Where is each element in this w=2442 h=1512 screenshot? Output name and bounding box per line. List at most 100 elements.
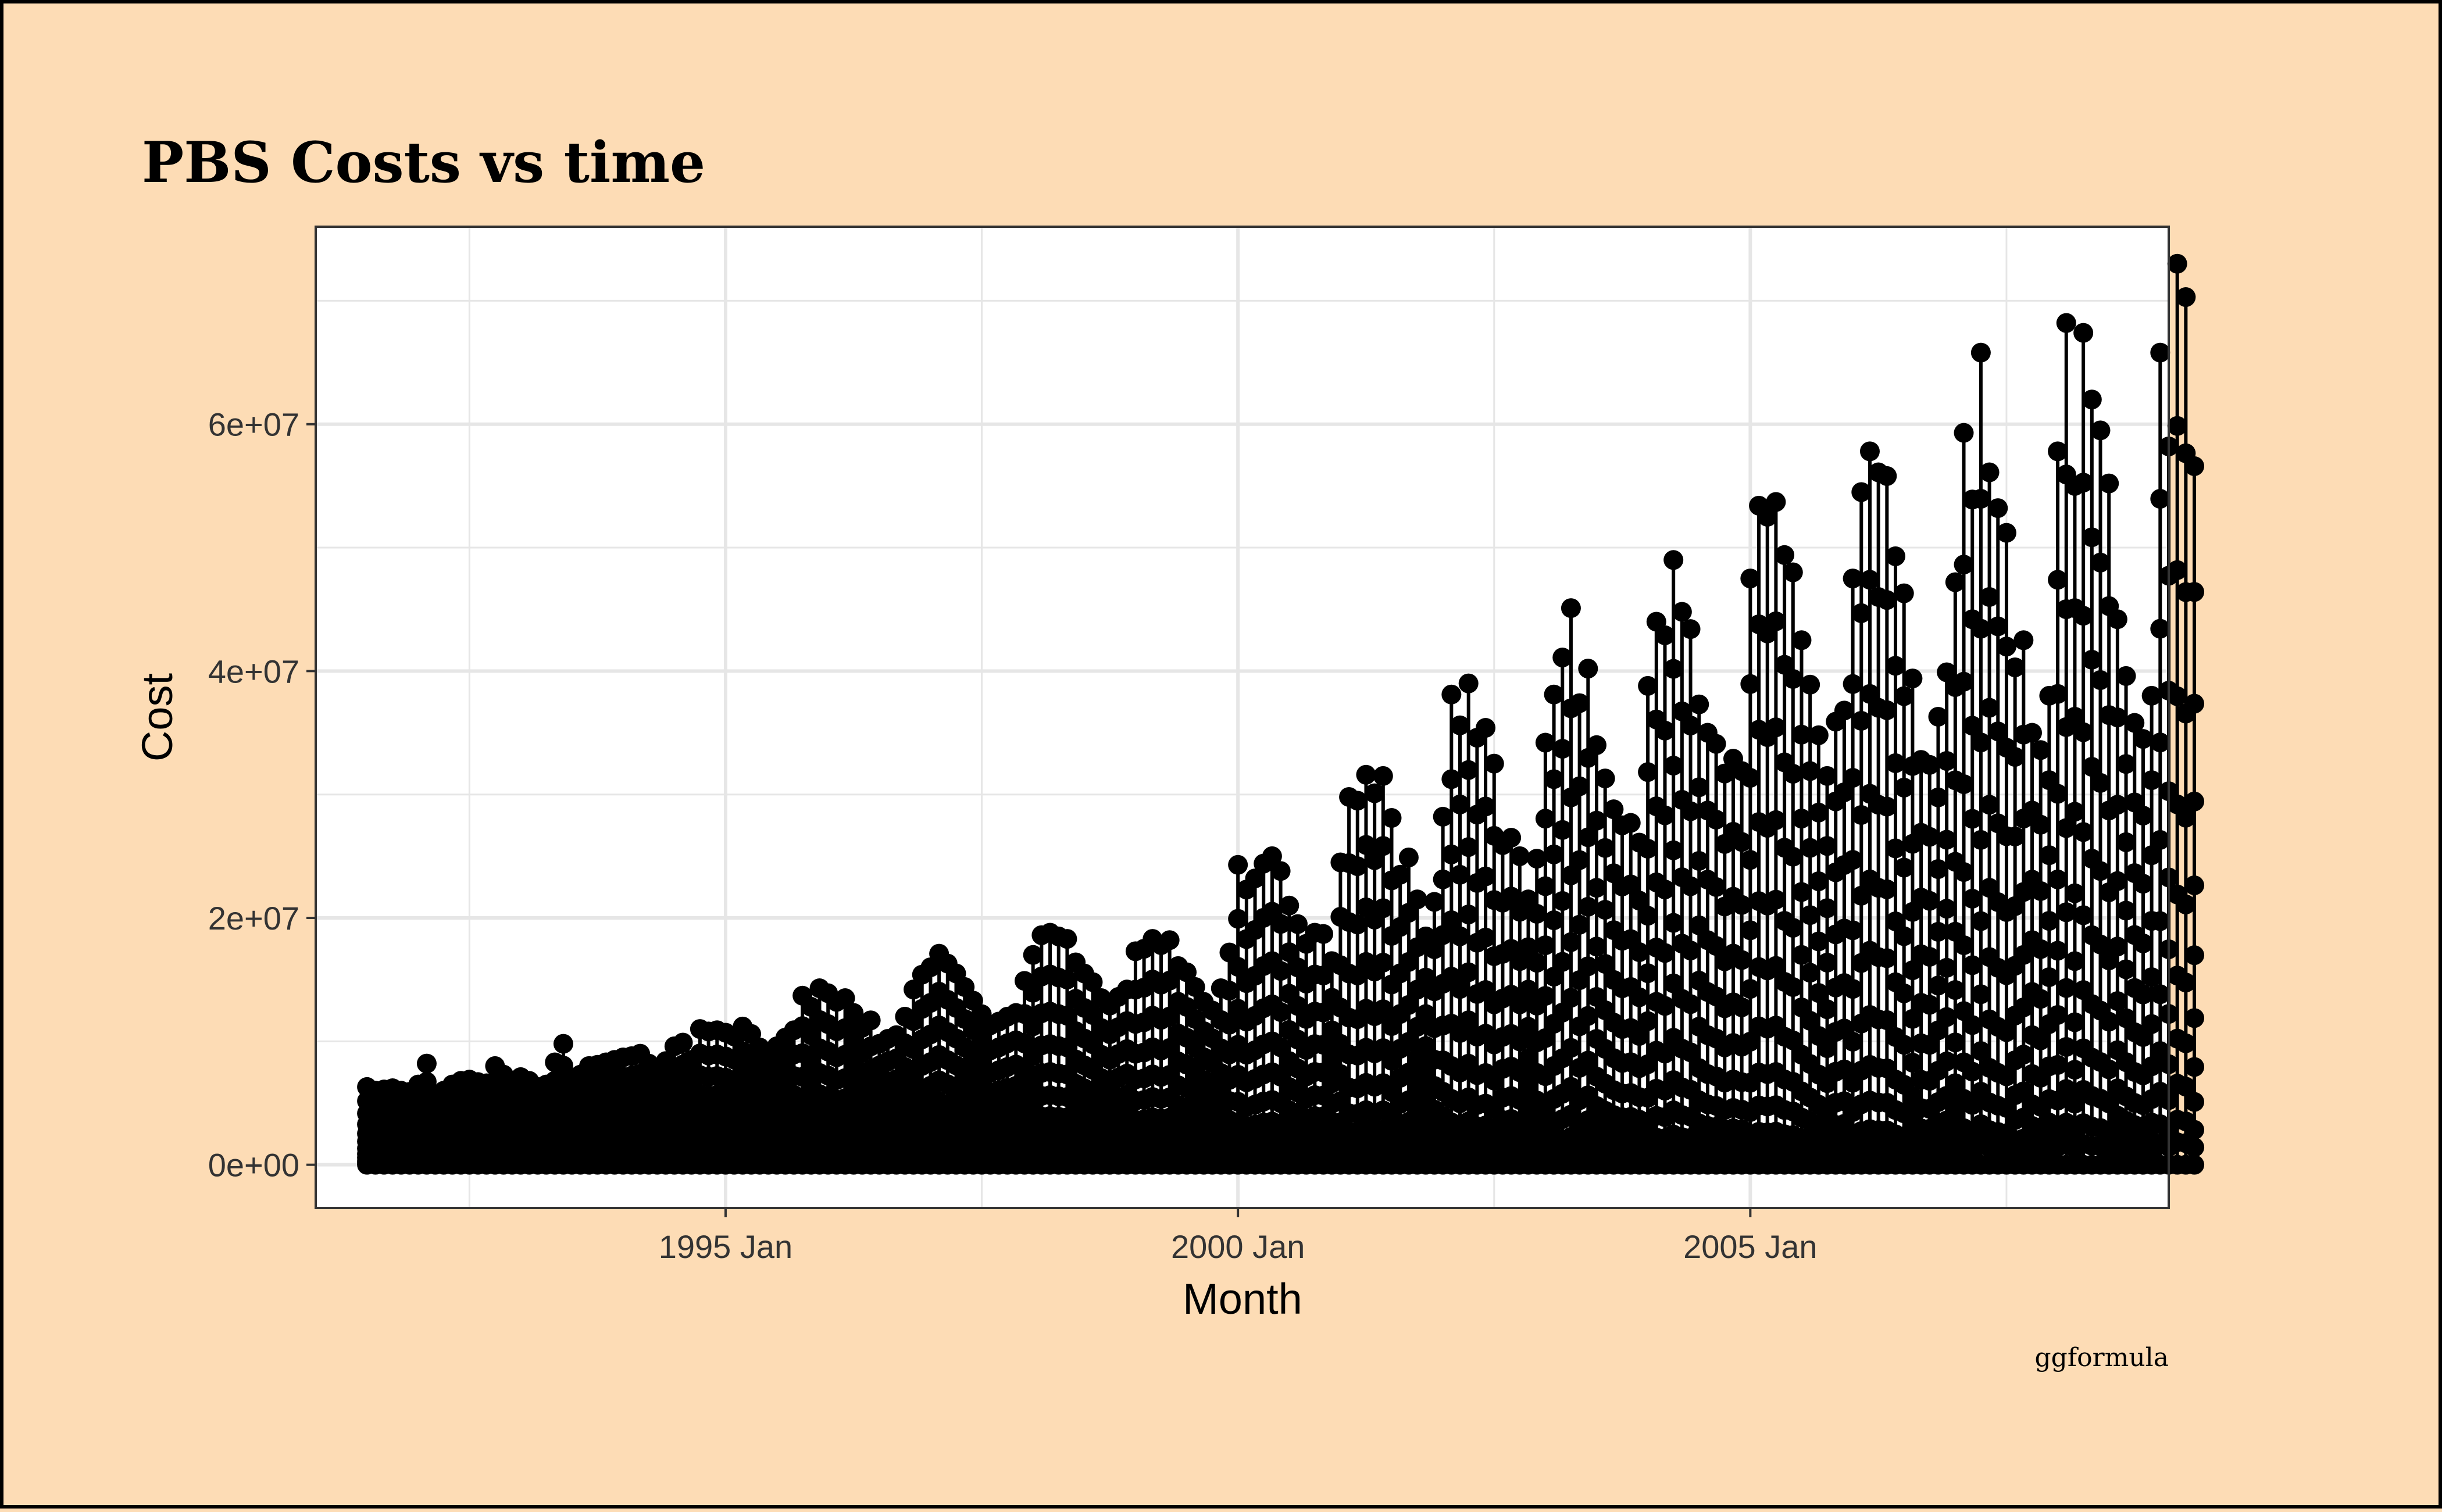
data-point xyxy=(1851,805,1872,825)
data-point xyxy=(1586,735,1606,755)
data-point xyxy=(1535,986,1555,1006)
data-point xyxy=(1535,935,1555,956)
data-point xyxy=(1843,979,1863,999)
data-point xyxy=(1527,849,1547,869)
y-tick-label: 6e+07 xyxy=(208,406,299,443)
data-point xyxy=(1800,838,1820,858)
data-point xyxy=(1578,659,1598,679)
data-point xyxy=(1569,693,1590,713)
data-point xyxy=(1680,801,1701,821)
data-point xyxy=(1817,766,1837,786)
chart: PBS Costs vs time 0e+00 2e+07 4e+07 6e+07 1… xyxy=(133,130,2205,1372)
data-point xyxy=(2141,967,2162,987)
data-point xyxy=(1458,1010,1479,1031)
data-point xyxy=(1373,898,1393,918)
data-point xyxy=(2133,874,2153,894)
data-point xyxy=(1578,956,1598,977)
data-point xyxy=(1843,850,1863,870)
data-point xyxy=(1962,1061,1983,1082)
data-point xyxy=(1228,957,1248,977)
data-point xyxy=(2048,869,2068,889)
data-point xyxy=(2176,1033,2196,1053)
data-point xyxy=(1970,1041,1991,1061)
data-point xyxy=(1629,891,1650,911)
data-point xyxy=(1791,945,1812,965)
data-point xyxy=(1518,980,1538,1000)
data-point xyxy=(1843,920,1863,941)
data-point xyxy=(1740,1031,1761,1052)
data-point xyxy=(1663,756,1684,776)
data-point xyxy=(1655,996,1675,1016)
data-point xyxy=(1766,492,1786,512)
data-point xyxy=(2030,814,2051,835)
data-point xyxy=(1706,936,1726,956)
data-point xyxy=(1313,966,1334,986)
data-point xyxy=(2167,686,2187,706)
data-point xyxy=(1988,498,2008,519)
data-point xyxy=(1381,808,1402,828)
data-point xyxy=(1458,673,1479,694)
data-point xyxy=(1894,583,1914,603)
data-point xyxy=(2005,826,2025,846)
data-point xyxy=(2073,722,2094,742)
data-point xyxy=(1655,880,1675,900)
data-point xyxy=(1817,836,1837,856)
data-point xyxy=(1561,1038,1581,1058)
data-point xyxy=(2073,323,2094,343)
data-point xyxy=(2184,1057,2205,1077)
data-point xyxy=(1672,602,1692,622)
data-point xyxy=(2048,941,2068,961)
data-point xyxy=(2099,473,2119,494)
data-point xyxy=(1894,686,1914,706)
data-point xyxy=(1578,1006,1598,1026)
data-point xyxy=(2133,984,2153,1005)
data-point xyxy=(1450,926,1470,946)
data-point xyxy=(1484,753,1504,774)
data-point xyxy=(2030,740,2051,760)
data-point xyxy=(553,1034,573,1054)
data-point xyxy=(1083,972,1103,992)
data-point xyxy=(1680,1042,1701,1063)
data-point xyxy=(1535,809,1555,829)
data-point xyxy=(1347,856,1368,877)
data-point xyxy=(1185,977,1205,997)
data-point xyxy=(1886,838,1906,859)
data-point xyxy=(1928,706,1948,727)
data-point xyxy=(1527,953,1547,973)
data-point xyxy=(1834,700,1854,721)
data-point xyxy=(2090,773,2111,793)
data-point xyxy=(2116,832,2136,852)
data-point xyxy=(1578,827,1598,848)
data-point xyxy=(1159,970,1180,991)
data-point xyxy=(1902,1009,1923,1029)
data-point xyxy=(1680,716,1701,736)
data-point xyxy=(1595,900,1615,920)
data-point xyxy=(1604,799,1624,820)
data-point xyxy=(1287,914,1308,934)
data-point xyxy=(2107,707,2127,728)
data-point xyxy=(2056,1036,2076,1057)
data-point xyxy=(1945,1032,1965,1053)
data-point xyxy=(1919,1035,1940,1055)
data-point xyxy=(1663,913,1684,933)
data-point xyxy=(1595,954,1615,974)
data-point xyxy=(1595,838,1615,858)
data-point xyxy=(1433,925,1453,945)
data-point xyxy=(2030,939,2051,959)
data-point xyxy=(2176,973,2196,993)
data-point xyxy=(2116,959,2136,980)
data-point xyxy=(1655,720,1675,741)
data-point xyxy=(1859,570,1880,590)
data-point xyxy=(1817,999,1837,1020)
data-point xyxy=(1287,957,1308,978)
data-point xyxy=(1578,1050,1598,1071)
data-point xyxy=(1638,838,1658,859)
data-point xyxy=(2005,747,2025,767)
data-point xyxy=(1962,716,1983,736)
data-point xyxy=(2082,649,2102,670)
data-point xyxy=(2030,989,2051,1009)
data-point xyxy=(2048,784,2068,804)
data-point xyxy=(1937,830,1957,850)
data-point xyxy=(1552,739,1573,759)
data-point xyxy=(1954,774,1974,794)
